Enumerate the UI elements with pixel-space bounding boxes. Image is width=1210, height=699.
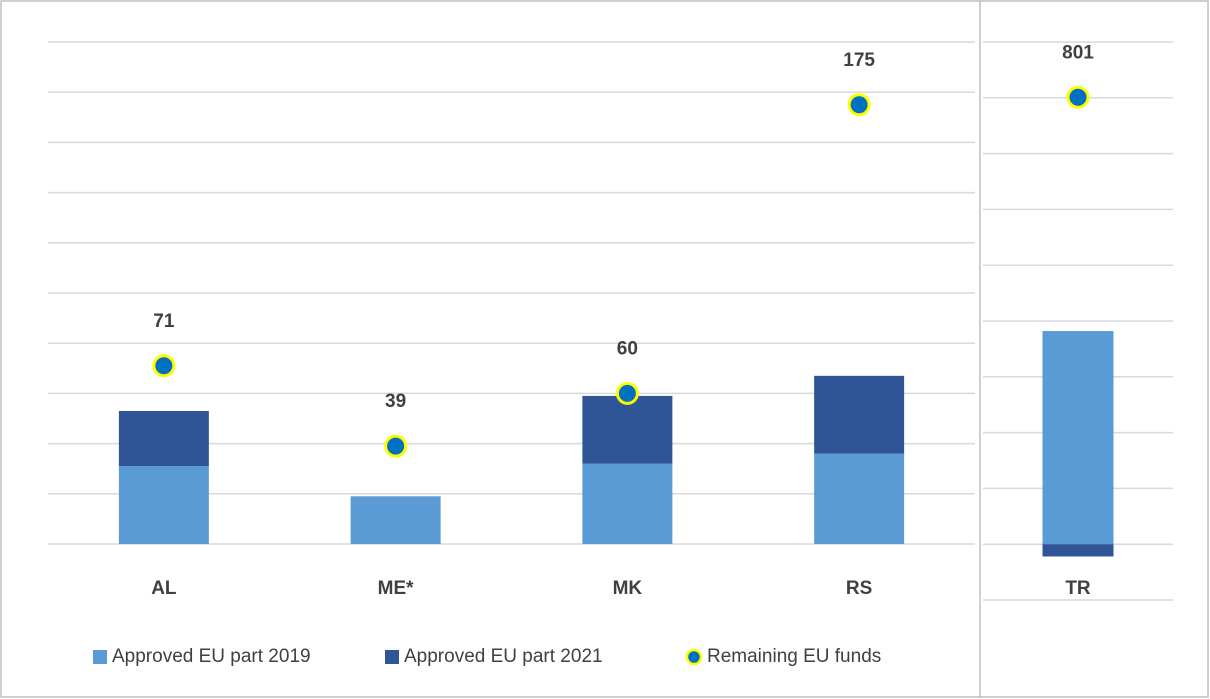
bar bbox=[582, 395, 673, 464]
bar bbox=[814, 375, 905, 454]
x-tick-label: TR bbox=[1065, 578, 1091, 599]
data-label: 801 bbox=[1062, 42, 1094, 63]
legend-label: Remaining EU funds bbox=[707, 646, 881, 667]
x-tick-label: MK bbox=[613, 578, 643, 599]
dot bbox=[1066, 85, 1090, 109]
bar bbox=[118, 410, 209, 467]
legend-marker bbox=[685, 648, 703, 666]
bar bbox=[350, 496, 441, 544]
dot bbox=[615, 381, 639, 405]
data-label: 71 bbox=[153, 311, 175, 332]
legend-label: Approved EU part 2019 bbox=[112, 646, 311, 667]
legend-label: Approved EU part 2021 bbox=[404, 646, 603, 667]
bar bbox=[1042, 331, 1114, 545]
dot bbox=[384, 434, 408, 458]
data-label: 39 bbox=[385, 391, 406, 412]
x-tick-label: RS bbox=[846, 578, 872, 599]
bar bbox=[814, 453, 905, 544]
x-tick-label: AL bbox=[151, 578, 177, 599]
legend-marker bbox=[385, 650, 399, 664]
dot bbox=[847, 93, 871, 117]
legend-marker bbox=[93, 650, 107, 664]
bar bbox=[582, 463, 673, 544]
data-label: 60 bbox=[617, 338, 638, 359]
x-tick-label: ME* bbox=[378, 578, 415, 599]
bar bbox=[1042, 544, 1114, 557]
dot bbox=[152, 354, 176, 378]
data-label: 175 bbox=[843, 50, 875, 71]
bar bbox=[118, 466, 209, 544]
